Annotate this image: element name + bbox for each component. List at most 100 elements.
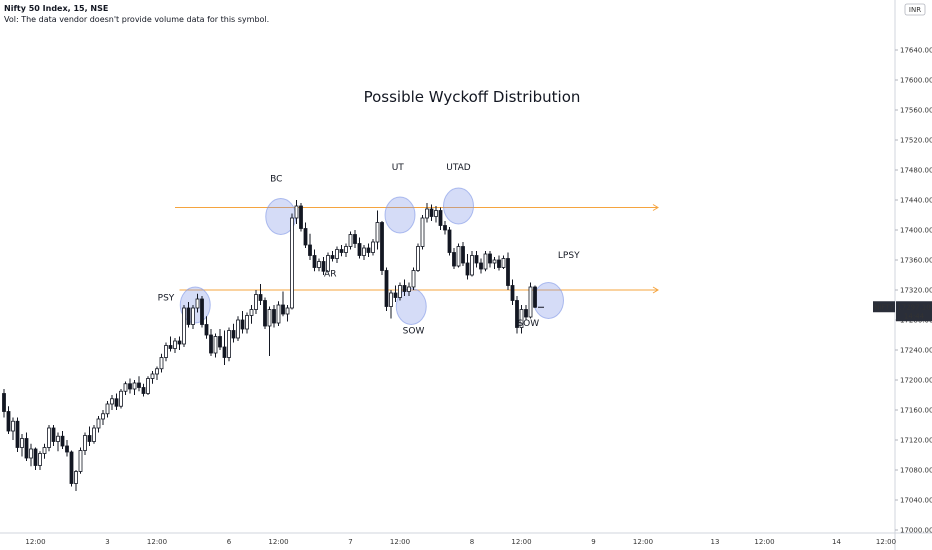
candle-down[interactable] [339,249,344,253]
candle-down[interactable] [402,285,407,292]
candle-down[interactable] [461,246,465,264]
candle-down[interactable] [141,387,146,394]
candle-up[interactable] [56,435,60,442]
candle-up[interactable] [123,383,128,392]
candle-up[interactable] [74,471,78,484]
candle-up[interactable] [96,418,101,429]
candle-up[interactable] [456,246,461,267]
candle-down[interactable] [24,438,29,459]
candle-up[interactable] [20,438,24,448]
candle-up[interactable] [389,292,393,307]
candle-down[interactable] [240,319,245,330]
candle-up[interactable] [182,307,186,345]
candle-down[interactable] [452,252,456,267]
candle-up[interactable] [101,413,105,420]
candle-up[interactable] [290,217,294,309]
candle-down[interactable] [524,309,528,318]
candle-up[interactable] [164,345,168,358]
candle-down[interactable] [357,243,362,256]
candle-up[interactable] [119,390,123,407]
candle-down[interactable] [209,334,213,354]
candle-up[interactable] [159,357,164,370]
candle-up[interactable] [83,435,87,451]
candle-up[interactable] [11,420,15,432]
candle-up[interactable] [236,319,240,339]
candle-down[interactable] [303,228,308,246]
candle-down[interactable] [51,427,56,442]
candle-down[interactable] [218,336,222,348]
candle-down[interactable] [465,262,470,276]
candle-up[interactable] [245,315,249,330]
candle-up[interactable] [267,309,272,327]
candle-down[interactable] [510,285,515,301]
candle-down[interactable] [393,292,398,298]
candle-down[interactable] [353,234,357,244]
candle-up[interactable] [420,217,425,247]
candle-down[interactable] [231,330,236,339]
candle-down[interactable] [65,445,69,453]
candle-down[interactable] [447,229,452,253]
candle-up[interactable] [42,447,47,454]
candle-up[interactable] [398,285,402,298]
candle-down[interactable] [204,324,209,336]
candle-up[interactable] [375,222,380,243]
candle-down[interactable] [15,420,20,448]
candle-up[interactable] [29,448,33,459]
candle-up[interactable] [92,427,96,442]
candle-down[interactable] [330,255,335,259]
candle-down[interactable] [87,435,92,442]
candle-down[interactable] [177,340,182,345]
currency-badge[interactable] [904,3,926,16]
candle-up[interactable] [317,261,321,268]
candle-down[interactable] [200,298,204,325]
candle-up[interactable] [173,340,177,349]
candle-up[interactable] [155,368,159,375]
candle-up[interactable] [38,453,42,466]
candle-down[interactable] [497,259,501,268]
candle-up[interactable] [470,255,474,276]
candle-down[interactable] [33,448,38,466]
candle-up[interactable] [344,246,348,253]
candle-up[interactable] [492,259,497,264]
candle-down[interactable] [366,247,371,253]
candle-down[interactable] [308,244,312,256]
candle-down[interactable] [438,210,443,226]
candle-up[interactable] [294,205,299,219]
candle-down[interactable] [474,255,479,264]
candle-down[interactable] [2,393,6,412]
candle-down[interactable] [443,225,447,231]
candle-up[interactable] [371,241,375,253]
candle-up[interactable] [276,304,281,324]
candle-down[interactable] [488,253,492,264]
candle-up[interactable] [254,294,258,310]
candle-down[interactable] [137,382,141,388]
candle-down[interactable] [186,307,191,325]
candle-down[interactable] [321,261,326,272]
candle-up[interactable] [411,270,416,288]
candle-up[interactable] [425,208,429,219]
candle-down[interactable] [299,205,303,229]
candle-down[interactable] [168,345,173,349]
candle-down[interactable] [60,435,65,447]
candle-up[interactable] [191,307,195,325]
candle-up[interactable] [348,234,353,247]
candle-up[interactable] [150,373,155,379]
candle-up[interactable] [407,286,411,292]
candle-up[interactable] [519,309,524,328]
candle-up[interactable] [78,450,83,472]
candle-up[interactable] [285,307,290,315]
candle-up[interactable] [47,427,51,448]
candle-up[interactable] [195,298,200,309]
candle-down[interactable] [114,398,119,407]
candle-up[interactable] [362,247,366,256]
candle-up[interactable] [528,286,533,318]
candle-up[interactable] [416,246,420,271]
candle-up[interactable] [483,253,488,270]
candle-down[interactable] [69,451,74,484]
candle-up[interactable] [105,403,110,415]
candle-up[interactable] [249,309,254,316]
candle-down[interactable] [281,304,285,315]
candle-up[interactable] [146,378,150,394]
candle-up[interactable] [110,398,114,405]
